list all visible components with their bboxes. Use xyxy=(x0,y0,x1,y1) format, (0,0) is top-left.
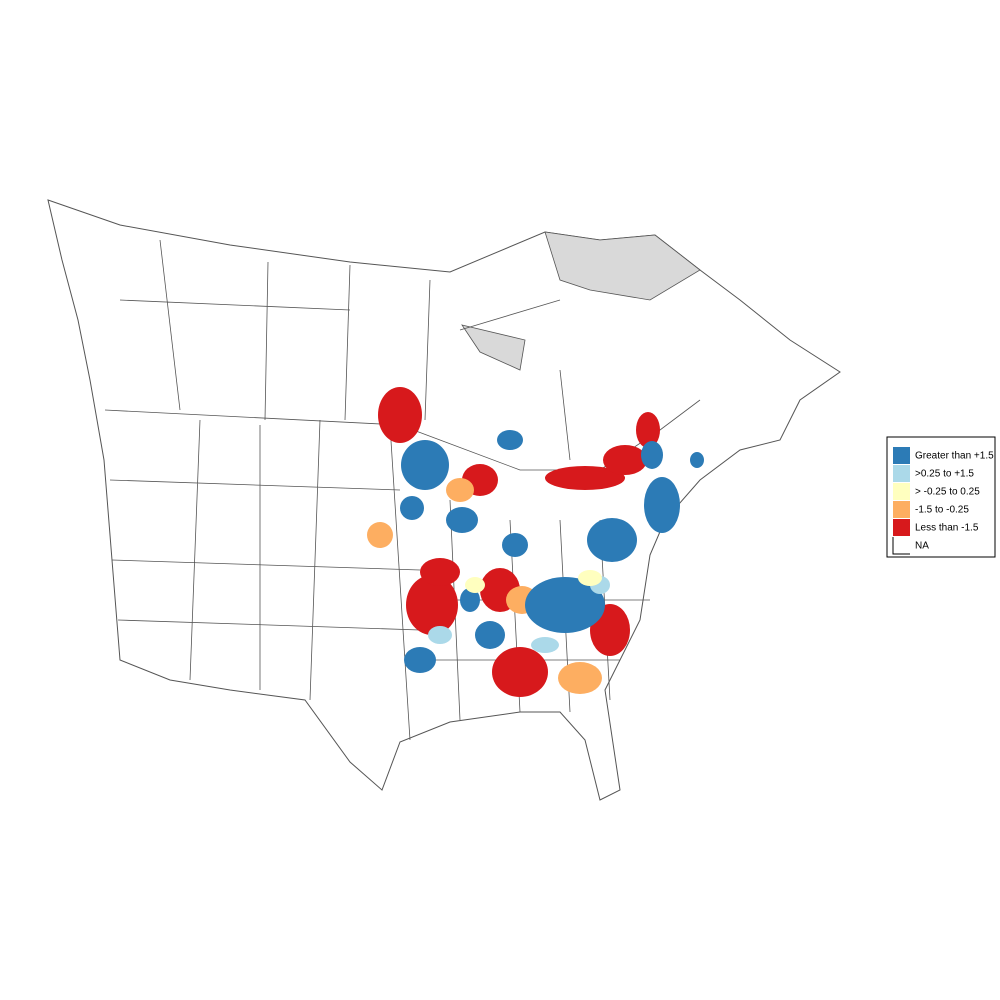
basemap xyxy=(47,199,841,801)
legend-swatch xyxy=(893,519,910,536)
cell-cluster xyxy=(603,445,647,475)
legend-swatch-edge xyxy=(892,537,910,555)
legend-swatch xyxy=(893,537,910,554)
cell-cluster xyxy=(400,496,424,520)
cell-cluster xyxy=(406,575,458,635)
legend-label: NA xyxy=(915,541,929,552)
legend: Greater than +1.5 >0.25 to +1.5 > -0.25 to… xyxy=(886,436,996,558)
legend-label: -1.5 to -0.25 xyxy=(915,505,969,516)
cell-cluster xyxy=(465,577,485,593)
cell-cluster xyxy=(401,440,449,490)
data-cells xyxy=(367,387,704,697)
cell-cluster xyxy=(378,387,422,443)
legend-swatch xyxy=(893,447,910,464)
legend-label: >0.25 to +1.5 xyxy=(915,469,974,480)
cell-cluster xyxy=(690,452,704,468)
cell-cluster xyxy=(636,412,660,448)
cell-cluster xyxy=(446,507,478,533)
cell-cluster xyxy=(446,478,474,502)
cell-cluster xyxy=(428,626,452,644)
cell-cluster xyxy=(502,533,528,557)
legend-swatch xyxy=(893,501,910,518)
legend-label: > -0.25 to 0.25 xyxy=(915,487,980,498)
cell-cluster xyxy=(578,570,602,586)
legend-swatch xyxy=(893,483,910,500)
legend-label: Greater than +1.5 xyxy=(915,451,994,462)
na-region xyxy=(544,231,701,301)
legend-label: Less than -1.5 xyxy=(915,523,979,534)
cell-cluster xyxy=(404,647,436,673)
cell-cluster xyxy=(367,522,393,548)
cell-cluster xyxy=(525,577,605,633)
cell-cluster xyxy=(420,558,460,586)
na-region xyxy=(461,324,526,371)
cell-cluster xyxy=(492,647,548,697)
continent-outline xyxy=(47,199,841,801)
cell-cluster xyxy=(497,430,523,450)
cell-cluster xyxy=(460,588,480,612)
cell-cluster xyxy=(545,466,625,490)
cell-cluster xyxy=(587,518,637,562)
cell-cluster xyxy=(475,621,505,649)
province-borders xyxy=(119,239,571,461)
cell-cluster xyxy=(558,662,602,694)
cell-cluster xyxy=(644,477,680,533)
cell-cluster xyxy=(531,637,559,653)
cell-cluster xyxy=(641,441,663,469)
legend-swatch xyxy=(893,465,910,482)
